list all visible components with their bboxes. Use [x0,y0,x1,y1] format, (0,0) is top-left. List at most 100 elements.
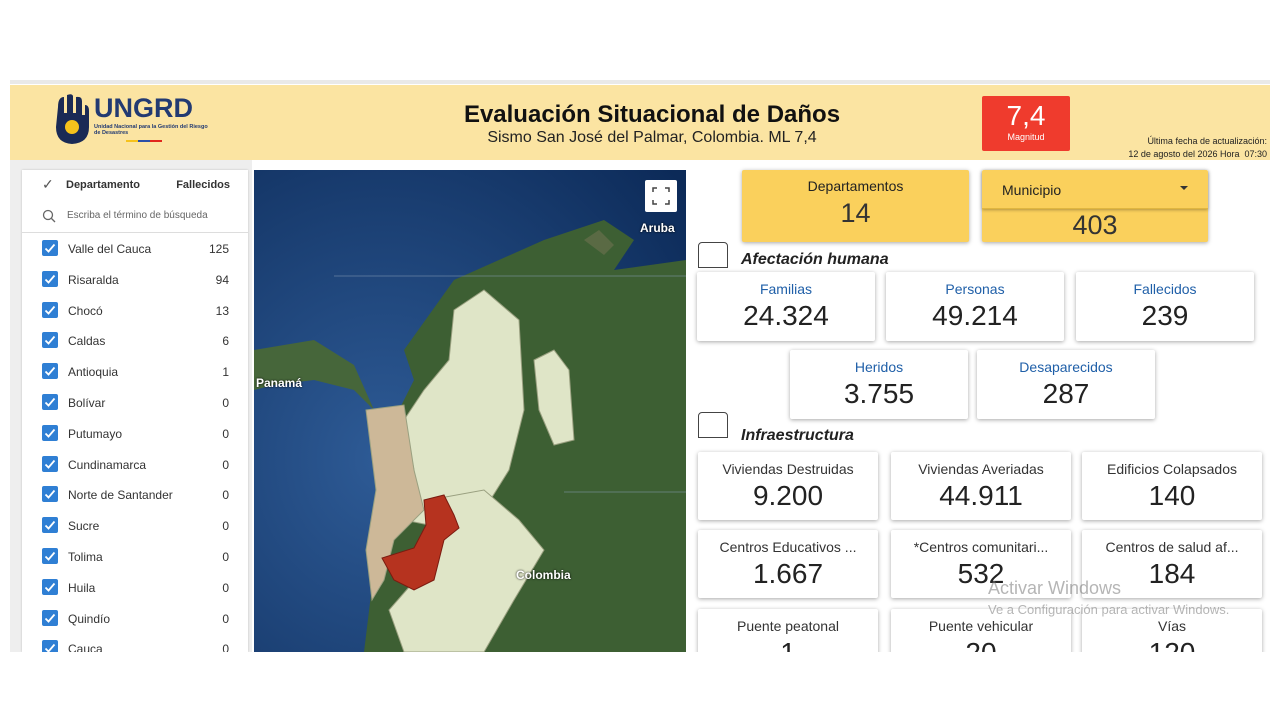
stat-label: Heridos [854,359,904,375]
magnitude: 7,4 [1006,100,1046,131]
filter-row[interactable]: Putumayo 0 [22,418,248,449]
filter-panel: ✓ Departamento Fallecidos Escriba el tér… [22,170,248,652]
update-date: 12 de agosto del 2026 Hora 07:30 [1128,149,1267,159]
logo-subtitle: Unidad Nacional para la Gestión del Ries… [94,124,208,136]
department-deaths: 0 [222,426,229,441]
department-deaths: 0 [222,488,229,503]
stat-card: Centros Educativos ... 1.667 [698,530,878,598]
logo-flag [126,140,162,142]
stat-value: 3.755 [843,378,915,409]
filter-row[interactable]: Sucre 0 [22,510,248,541]
department-name: Norte de Santander [68,488,173,503]
header: UNGRD Unidad Nacional para la Gestión de… [10,85,1270,160]
section-icon [698,412,728,438]
stat-card: Edificios Colapsados 140 [1082,452,1262,520]
stat-card: Centros de salud af... 184 [1082,530,1262,598]
stat-card: Vías 120 [1082,609,1262,652]
department-name: Bolívar [68,396,106,410]
checkbox[interactable] [42,455,58,472]
checkbox[interactable] [42,486,58,503]
checkbox[interactable] [42,240,58,256]
department-deaths: 13 [215,303,229,318]
stat-card: Puente vehicular 20 [891,609,1071,652]
stat-label: Puente peatonal [737,618,839,634]
stat-value: 9.200 [752,480,824,511]
filter-row[interactable]: Huila 0 [22,572,248,603]
stat-card: Viviendas Averiadas 44.911 [891,452,1071,520]
watermark-text: Ve a Configuración para activar Windows. [988,602,1230,617]
department-name: Antioquia [68,365,119,380]
checkbox[interactable] [42,609,58,626]
checkbox[interactable] [42,548,58,564]
filter-row[interactable]: Valle del Cauca 125 [22,233,248,264]
dropdown-arrow[interactable] [1180,186,1188,190]
municipality-dropdown[interactable] [982,170,1208,209]
land-guajira [584,230,614,255]
municipality-label[interactable]: Municipio [1002,182,1062,198]
checkbox[interactable] [42,332,58,349]
checkbox[interactable] [42,270,58,287]
filter-row[interactable]: Quindío 0 [22,603,248,634]
stat-label: Familias [759,281,813,297]
filter-row[interactable]: Antioquia 1 [22,356,248,387]
filter-row[interactable]: Risaralda 94 [22,264,248,295]
filter-row[interactable]: Chocó 13 [22,295,248,326]
stat-card: Fallecidos 239 [1076,272,1254,341]
checkbox[interactable] [42,424,58,441]
department-deaths: 125 [208,242,229,256]
check-all[interactable]: ✓ [42,176,54,192]
department-deaths: 0 [222,580,229,595]
map [254,170,686,652]
stat-value: 532 [957,558,1005,589]
checkbox[interactable] [42,640,58,652]
logo-name: UNGRD [94,93,193,123]
checkbox[interactable] [42,578,58,595]
stat-card: Heridos 3.755 [790,350,968,419]
stat-label: Centros de salud af... [1105,539,1239,555]
checkbox[interactable] [42,517,58,534]
department-name: Sucre [68,519,100,534]
stat-value: 184 [1148,558,1196,589]
filter-row[interactable]: Tolima 0 [22,541,248,572]
filter-row[interactable]: Caldas 6 [22,325,248,356]
search-input[interactable]: Escriba el término de búsqueda [67,210,208,221]
department-deaths: 1 [222,365,229,380]
section-title: Afectación humana [741,251,889,268]
stat-card: Familias 24.324 [697,272,875,341]
stat-label: Fallecidos [1133,281,1197,297]
department-name: Cauca [68,642,103,652]
department [533,349,575,446]
logo-icon [56,94,89,144]
land-panama [254,340,374,410]
stat-card: Desaparecidos 287 [977,350,1155,419]
department-deaths: 0 [222,550,229,564]
title: Evaluación Situacional de Daños [463,101,841,128]
section-icon [698,242,728,268]
column-department[interactable]: Departamento [66,179,140,191]
department-name: Cundinamarca [68,457,147,472]
checkbox[interactable] [42,363,58,380]
magnitude-box: 7,4 Magnitud [982,96,1070,151]
checkbox[interactable] [42,301,58,318]
stat-value: 24.324 [743,300,829,331]
filter-row[interactable]: Cundinamarca 0 [22,449,248,480]
column-deaths[interactable]: Fallecidos [176,179,230,191]
stat-value: 1.667 [752,558,824,589]
stat-card: Personas 49.214 [886,272,1064,341]
filter-row[interactable]: Bolívar 0 [22,387,248,418]
stat-value: 20 [891,637,1071,652]
fullscreen-button[interactable] [645,180,677,212]
department-deaths: 0 [222,457,229,472]
department-name: Risaralda [68,272,119,287]
filter-row[interactable]: Norte de Santander 0 [22,479,248,510]
checkbox[interactable] [42,394,58,410]
department-deaths: 94 [215,272,229,287]
departments-card: Departamentos 14 [742,170,969,242]
stat-label: Desaparecidos [1019,359,1113,375]
filter-row[interactable]: Cauca 0 [22,633,248,652]
department-deaths: 6 [222,334,229,349]
stat-label: Viviendas Destruidas [722,461,854,477]
search-icon [42,209,56,223]
department-name: Quindío [68,611,111,626]
department-deaths: 0 [222,642,229,652]
